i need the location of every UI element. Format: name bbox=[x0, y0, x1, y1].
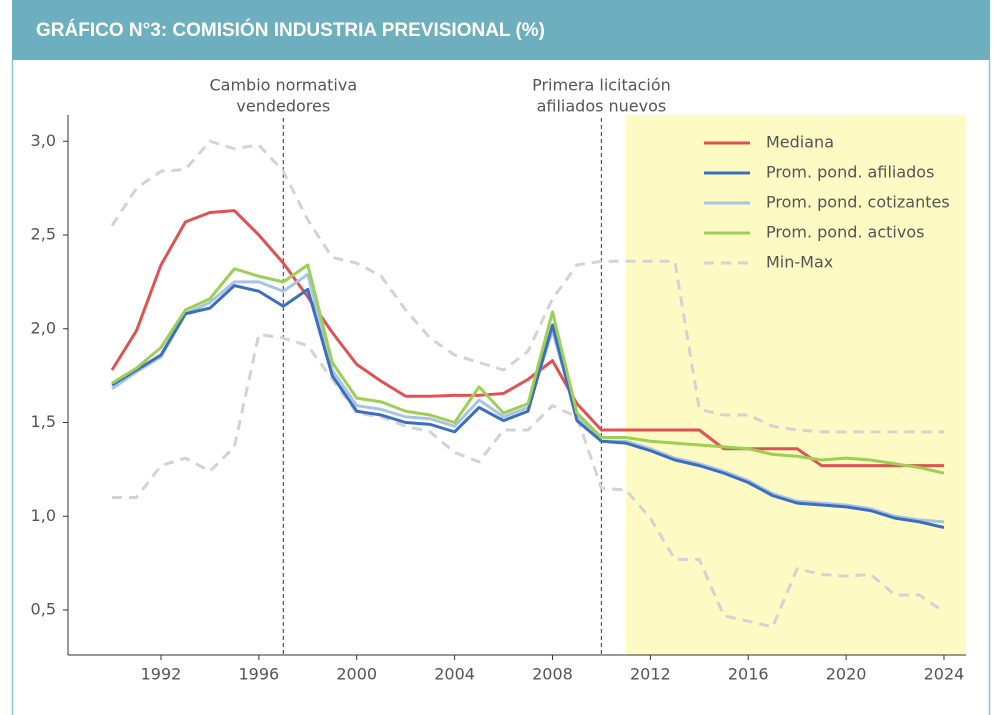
y-tick-label: 0,5 bbox=[31, 600, 56, 619]
annotation: Primera licitación bbox=[532, 76, 671, 95]
header-band bbox=[12, 0, 990, 60]
range-line bbox=[110, 139, 944, 434]
x-tick-label: 1992 bbox=[141, 665, 182, 684]
y-tick-label: 1,5 bbox=[31, 412, 56, 431]
legend-label: Mediana bbox=[766, 133, 834, 152]
annotation: vendedores bbox=[236, 97, 330, 116]
chart-title: GRÁFICO N°3: COMISIÓN INDUSTRIA PREVISIO… bbox=[36, 19, 545, 41]
x-tick-label: 2004 bbox=[434, 665, 475, 684]
x-tick-label: 2012 bbox=[630, 665, 671, 684]
series-line bbox=[111, 263, 945, 475]
x-tick-label: 2008 bbox=[532, 665, 573, 684]
y-tick-label: 2,0 bbox=[31, 318, 56, 337]
y-tick-label: 3,0 bbox=[31, 131, 56, 150]
y-tick-label: 2,5 bbox=[31, 225, 56, 244]
annotation: Cambio normativa bbox=[209, 76, 357, 95]
highlight-region bbox=[625, 115, 966, 655]
annotation: afiliados nuevos bbox=[537, 97, 667, 116]
range-line bbox=[112, 332, 945, 629]
legend-label: Prom. pond. afiliados bbox=[766, 163, 934, 182]
legend-label: Prom. pond. activos bbox=[766, 223, 924, 242]
legend-label: Min-Max bbox=[766, 253, 833, 272]
series-line bbox=[110, 209, 944, 468]
x-tick-label: 2016 bbox=[728, 665, 769, 684]
x-tick-label: 2020 bbox=[826, 665, 867, 684]
series-line bbox=[111, 284, 945, 529]
x-tick-label: 1996 bbox=[238, 665, 279, 684]
y-tick-label: 1,0 bbox=[31, 506, 56, 525]
x-tick-label: 2000 bbox=[336, 665, 377, 684]
x-tick-label: 2024 bbox=[924, 665, 965, 684]
legend-label: Prom. pond. cotizantes bbox=[766, 193, 950, 212]
